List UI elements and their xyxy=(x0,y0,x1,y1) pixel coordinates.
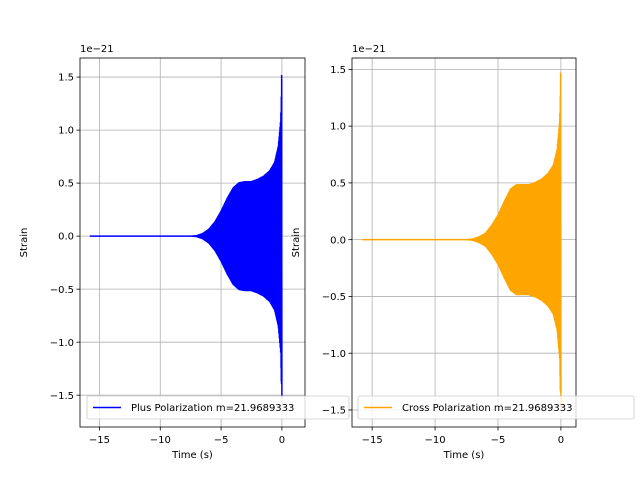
x-tick-label: −10 xyxy=(150,435,171,446)
cross-polarization-panel: −15 −10 −5 0 −1.5 −1.0 −0.5 0.0 0.5 1.0 1.5 1e−21 Ti… xyxy=(291,44,635,461)
y-tick-label: −1.5 xyxy=(322,406,346,417)
legend-box xyxy=(357,395,635,420)
y-tick-label: 0.0 xyxy=(58,232,74,243)
x-tick-label: −5 xyxy=(491,435,506,446)
y-tick-label: 1.0 xyxy=(330,122,346,133)
y-tick-label: −1.5 xyxy=(50,391,74,402)
x-axis-label: Time (s) xyxy=(171,450,213,461)
legend-label: Cross Polarization m=21.9689333 xyxy=(402,403,572,414)
y-offset-text: 1e−21 xyxy=(80,44,114,55)
y-tick-label: 0.5 xyxy=(58,179,74,190)
series-line-oscillation xyxy=(189,74,283,398)
series-0-group xyxy=(362,72,562,407)
y-tick-label: 1.0 xyxy=(58,126,74,137)
y-offset-text: 1e−21 xyxy=(352,44,386,55)
legend: Cross Polarization m=21.9689333 xyxy=(357,395,635,420)
legend: Plus Polarization m=21.9689333 xyxy=(86,395,350,420)
x-tick-label: 0 xyxy=(558,435,564,446)
x-tick-label: −15 xyxy=(362,435,383,446)
plus-polarization-panel: −15 −10 −5 0 −1.5 −1.0 −0.5 0.0 0.5 1.0 1.5 1e−21 Ti… xyxy=(19,44,350,461)
y-tick-label: 0.5 xyxy=(330,178,346,189)
y-tick-label: −0.5 xyxy=(322,292,346,303)
x-tick-label: −10 xyxy=(425,435,446,446)
y-axis-label: Strain xyxy=(291,228,302,258)
y-tick-label: 1.5 xyxy=(330,65,346,76)
x-tick-label: 0 xyxy=(279,435,285,446)
x-axis-label: Time (s) xyxy=(443,450,485,461)
x-tick-label: −15 xyxy=(89,435,110,446)
y-tick-label: −1.0 xyxy=(50,338,74,349)
axes-frame xyxy=(79,57,306,428)
legend-box xyxy=(86,395,350,420)
series-0-group xyxy=(89,74,283,398)
axes-frame xyxy=(351,57,577,428)
y-tick-label: 0.0 xyxy=(330,235,346,246)
x-tick-label: −5 xyxy=(214,435,229,446)
y-tick-label: −1.0 xyxy=(322,349,346,360)
y-tick-label: 1.5 xyxy=(58,73,74,84)
series-line-oscillation xyxy=(465,72,562,407)
y-axis-label: Strain xyxy=(19,228,30,258)
legend-label: Plus Polarization m=21.9689333 xyxy=(131,403,294,414)
y-tick-label: −0.5 xyxy=(50,285,74,296)
